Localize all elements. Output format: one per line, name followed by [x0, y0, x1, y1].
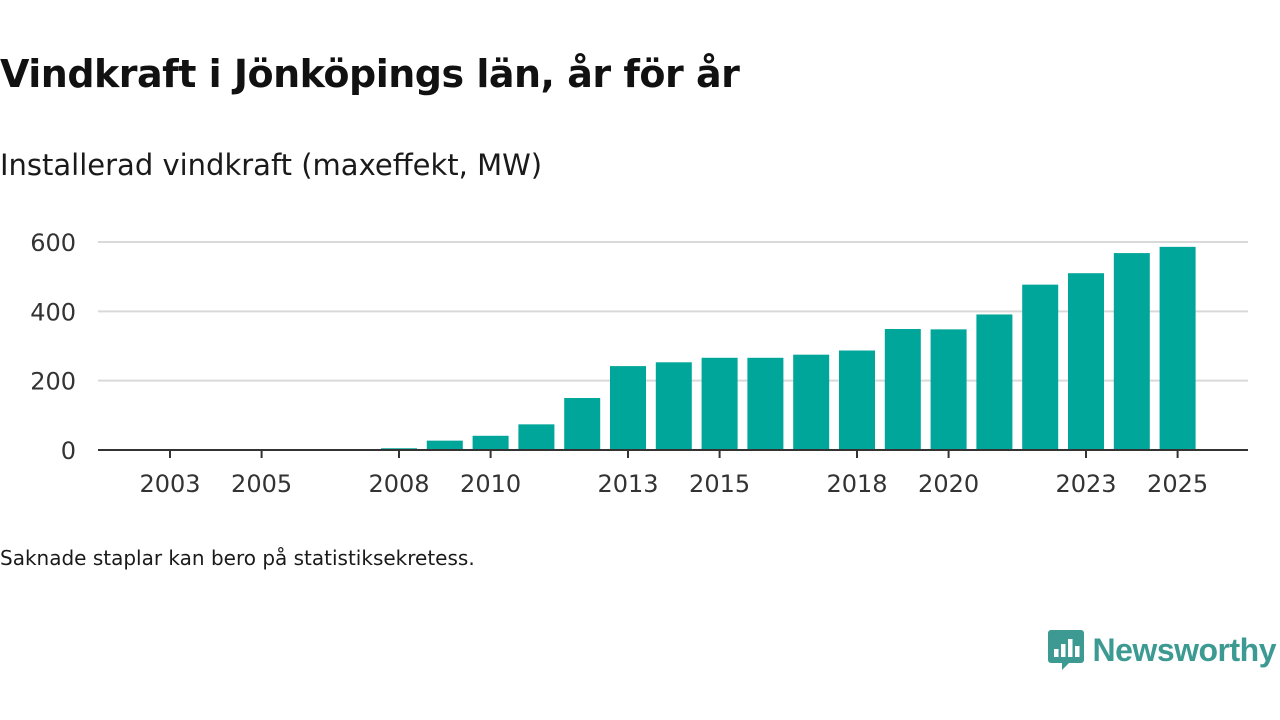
- bar: [564, 398, 601, 450]
- y-tick-label: 0: [61, 437, 76, 465]
- y-tick-label: 200: [30, 368, 76, 396]
- bar: [610, 366, 646, 450]
- x-tick-label: 2018: [826, 470, 887, 498]
- chart-title: Vindkraft i Jönköpings län, år för år: [0, 52, 740, 96]
- x-tick-label: 2025: [1147, 470, 1208, 498]
- bar: [1068, 273, 1104, 450]
- x-tick-label: 2008: [368, 470, 429, 498]
- bar: [701, 357, 738, 450]
- x-tick-label: 2003: [139, 470, 200, 498]
- x-tick-label: 2005: [231, 470, 292, 498]
- y-tick-label: 600: [30, 229, 76, 257]
- bar: [976, 314, 1013, 450]
- bar-chart: 0 200 400 600 2003 2005 2008 2010 2013 2015 2018 20…: [30, 229, 1248, 498]
- bar: [426, 440, 463, 450]
- bar: [655, 362, 692, 450]
- bar: [518, 424, 555, 450]
- chart-subtitle: Installerad vindkraft (maxeffekt, MW): [0, 148, 543, 182]
- bar: [747, 357, 784, 450]
- newsworthy-logo-icon: [1047, 630, 1084, 670]
- bar: [839, 350, 875, 450]
- newsworthy-logo: Newsworthy: [1047, 628, 1277, 672]
- x-tick-label: 2020: [918, 470, 979, 498]
- bar: [793, 354, 830, 450]
- x-tick-label: 2010: [460, 470, 521, 498]
- bar: [884, 329, 921, 450]
- bar: [1022, 284, 1059, 450]
- x-tick-label: 2015: [689, 470, 750, 498]
- bar: [1113, 253, 1150, 450]
- y-tick-label: 400: [30, 298, 76, 326]
- bar: [1159, 246, 1196, 450]
- newsworthy-logo-text: Newsworthy: [1092, 631, 1277, 668]
- bar: [472, 435, 509, 450]
- x-tick-label: 2013: [597, 470, 658, 498]
- footnote: Saknade staplar kan bero på statistiksek…: [0, 546, 475, 570]
- x-tick-label: 2023: [1055, 470, 1116, 498]
- bar: [930, 329, 967, 450]
